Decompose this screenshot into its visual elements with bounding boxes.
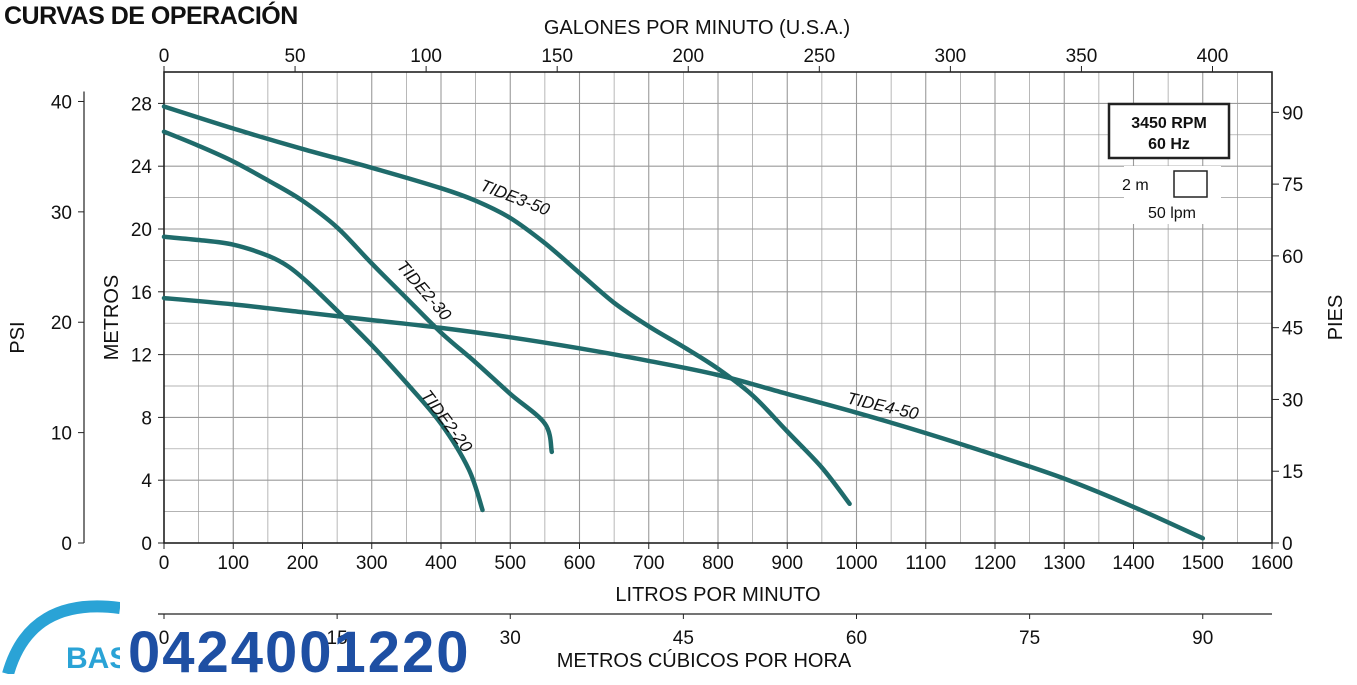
y-axis-label: METROS [101, 275, 123, 361]
x-top-tick-label: 250 [803, 46, 835, 67]
x-top-axis-label: GALONES POR MINUTO (U.S.A.) [544, 17, 850, 39]
x-tick-label: 100 [217, 553, 249, 574]
psi-axis-label: PSI [7, 321, 29, 353]
scale-square [1173, 170, 1208, 198]
x-tick-label: 500 [494, 553, 526, 574]
pies-tick-label: 15 [1282, 462, 1303, 483]
x-top-tick-label: 300 [935, 46, 967, 67]
grid [163, 71, 1273, 544]
y-tick-label: 24 [131, 157, 153, 178]
x-tick-label: 1300 [1043, 553, 1085, 574]
x-top-tick-label: 100 [410, 46, 442, 67]
y-tick-label: 8 [141, 408, 152, 429]
x-top-tick-label: 350 [1066, 46, 1098, 67]
curve-tide4-50 [161, 295, 1206, 541]
pies-tick-label: 75 [1282, 175, 1303, 196]
m3h-tick-label: 30 [500, 628, 521, 649]
psi-tick-label: 0 [61, 534, 72, 555]
x-tick-label: 900 [771, 553, 803, 574]
scale-width-label: 50 lpm [1148, 205, 1196, 222]
legend-box: 3450 RPM 60 Hz 2 m 50 lpm [1107, 102, 1231, 224]
x-top-tick-label: 400 [1197, 46, 1229, 67]
pies-tick-label: 30 [1282, 390, 1303, 411]
x-tick-label: 1200 [974, 553, 1016, 574]
m3h-tick-label: 15 [327, 628, 348, 649]
x-tick-label: 200 [287, 553, 319, 574]
psi-tick-label: 20 [51, 313, 72, 334]
x-tick-label: 1100 [905, 553, 946, 574]
logo-text: BAS Y [66, 642, 120, 674]
phone-number: 0424001220 [128, 620, 471, 685]
m3h-tick-label: 60 [846, 628, 867, 649]
x-tick-label: 0 [159, 553, 170, 574]
x-tick-label: 1500 [1182, 553, 1224, 574]
rpm-box [1107, 102, 1231, 160]
hz-text: 60 Hz [1148, 136, 1190, 153]
logo-icon: BAS Y [2, 600, 120, 674]
curve-tide3-50 [161, 104, 852, 507]
pies-tick-label: 0 [1282, 534, 1293, 555]
x-tick-label: 300 [356, 553, 388, 574]
rpm-text: 3450 RPM [1131, 115, 1207, 132]
m3h-tick-label: 90 [1192, 628, 1213, 649]
axes: 0 100 200 300 400 500 600 700 800 900 1000 1100 1200… [7, 17, 1347, 672]
y-tick-label: 12 [131, 346, 152, 367]
pies-tick-label: 45 [1282, 319, 1303, 340]
curve-tide2-30 [161, 129, 555, 455]
x-tick-label: 600 [564, 553, 596, 574]
pies-axis-label: PIES [1325, 295, 1347, 341]
x-top-tick-label: 50 [284, 46, 305, 67]
x-top-tick-label: 0 [159, 46, 170, 67]
curve-tide2-20 [161, 234, 485, 513]
scale-height-label: 2 m [1122, 177, 1149, 194]
x-tick-label: 1000 [835, 553, 877, 574]
x-tick-label: 1600 [1251, 553, 1293, 574]
x-tick-label: 1400 [1112, 553, 1154, 574]
m3h-tick-label: 45 [673, 628, 694, 649]
x-tick-label: 400 [425, 553, 457, 574]
x-tick-label: 800 [702, 553, 734, 574]
curve-label-tide2-20: TIDE2-20 [417, 386, 476, 456]
x-tick-label: 700 [633, 553, 665, 574]
m3h-axis-label: METROS CÚBICOS POR HORA [557, 649, 852, 672]
m3h-tick-label: 0 [159, 628, 170, 649]
y-tick-label: 0 [141, 534, 152, 555]
y-tick-label: 28 [131, 94, 152, 115]
pies-tick-label: 60 [1282, 247, 1303, 268]
y-tick-label: 20 [131, 220, 152, 241]
m3h-tick-label: 75 [1019, 628, 1040, 649]
psi-tick-label: 30 [51, 203, 72, 224]
psi-tick-label: 10 [51, 424, 72, 445]
x-axis-label: LITROS POR MINUTO [615, 584, 820, 606]
psi-tick-label: 40 [51, 92, 72, 113]
pies-tick-label: 90 [1282, 103, 1303, 124]
x-top-tick-label: 150 [541, 46, 573, 67]
y-tick-label: 4 [141, 471, 152, 492]
page-title: CURVAS DE OPERACIÓN [4, 2, 298, 30]
logo: BAS Y [0, 590, 120, 674]
curve-label-tide3-50: TIDE3-50 [478, 176, 553, 220]
y-tick-label: 16 [131, 283, 152, 304]
x-top-tick-label: 200 [672, 46, 704, 67]
